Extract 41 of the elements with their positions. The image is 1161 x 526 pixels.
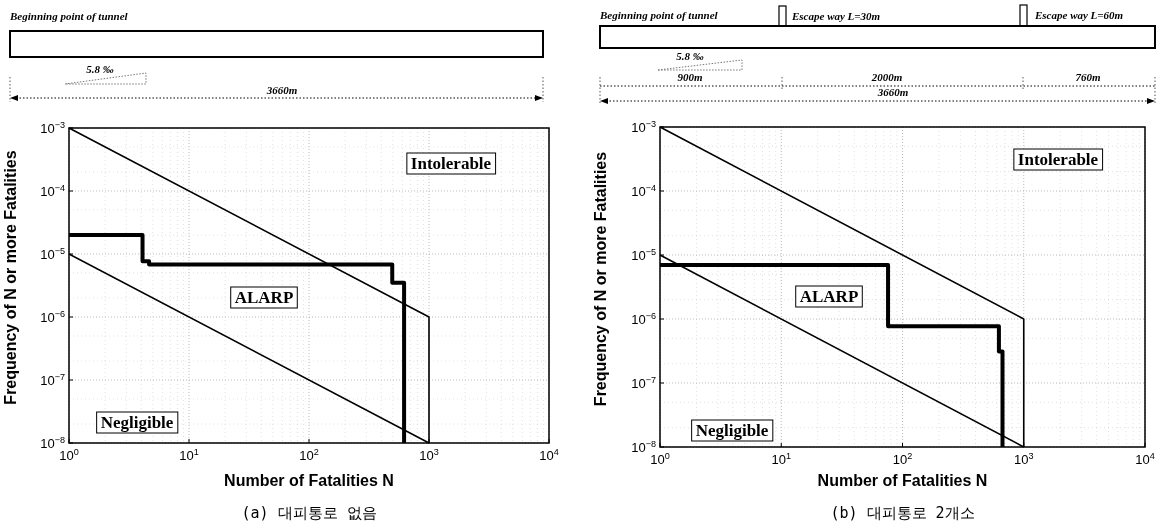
y-tick-label: 10$^{−4}$ <box>40 183 65 199</box>
y-tick-label: 10$^{−5}$ <box>631 247 656 263</box>
x-tick-label: 10$^{3}$ <box>1013 451 1034 467</box>
text: 900m <box>677 71 703 83</box>
y-tick-label: 10$^{−6}$ <box>631 311 656 327</box>
y-tick-label: 10$^{−3}$ <box>631 119 656 135</box>
text: Beginning point of tunnel <box>9 10 129 22</box>
text: 3660m <box>876 86 909 98</box>
x-axis-title: Number of Fatalities N <box>817 472 988 489</box>
y-tick-label: 10$^{−6}$ <box>40 309 65 325</box>
y-axis-title: Frequency of N or more Fatalities <box>592 151 609 407</box>
text: 5.8 ‰ <box>676 50 704 62</box>
annotation: Intolerable <box>1017 150 1099 169</box>
y-tick-label: 10$^{−5}$ <box>40 246 65 262</box>
annotation: ALARP <box>234 288 294 307</box>
x-axis-title: Number of Fatalities N <box>224 472 394 489</box>
text: 3660m <box>265 84 298 96</box>
x-tick-label: 10$^{4}$ <box>539 447 559 463</box>
text: Escape way L=60m <box>1034 9 1124 21</box>
y-axis-title: Frequency of N or more Fatalities <box>2 150 19 405</box>
x-tick-label: 10$^{4}$ <box>1135 451 1155 467</box>
y-tick-label: 10$^{−4}$ <box>631 183 656 199</box>
text: 2000m <box>870 71 903 83</box>
text: (a) 대피통로 없음 <box>241 504 377 522</box>
x-tick-label: 10$^{1}$ <box>179 447 199 463</box>
y-tick-label: 10$^{−3}$ <box>40 120 65 136</box>
x-tick-label: 10$^{1}$ <box>771 451 792 467</box>
annotation: Negligible <box>100 413 174 432</box>
text: 5.8 ‰ <box>86 63 114 75</box>
annotation: ALARP <box>799 287 859 306</box>
x-tick-label: 10$^{2}$ <box>299 447 319 463</box>
annotation: Negligible <box>695 421 769 440</box>
y-tick-label: 10$^{−7}$ <box>40 372 65 388</box>
text: Beginning point of tunnel <box>599 9 719 21</box>
annotation: Intolerable <box>410 154 492 173</box>
text: (b) 대피통로 2개소 <box>830 504 975 522</box>
text: Escape way L=30m <box>791 10 881 22</box>
x-tick-label: 10$^{2}$ <box>892 451 913 467</box>
text: 760m <box>1075 71 1101 83</box>
x-tick-label: 10$^{3}$ <box>419 447 439 463</box>
y-tick-label: 10$^{−7}$ <box>631 375 656 391</box>
